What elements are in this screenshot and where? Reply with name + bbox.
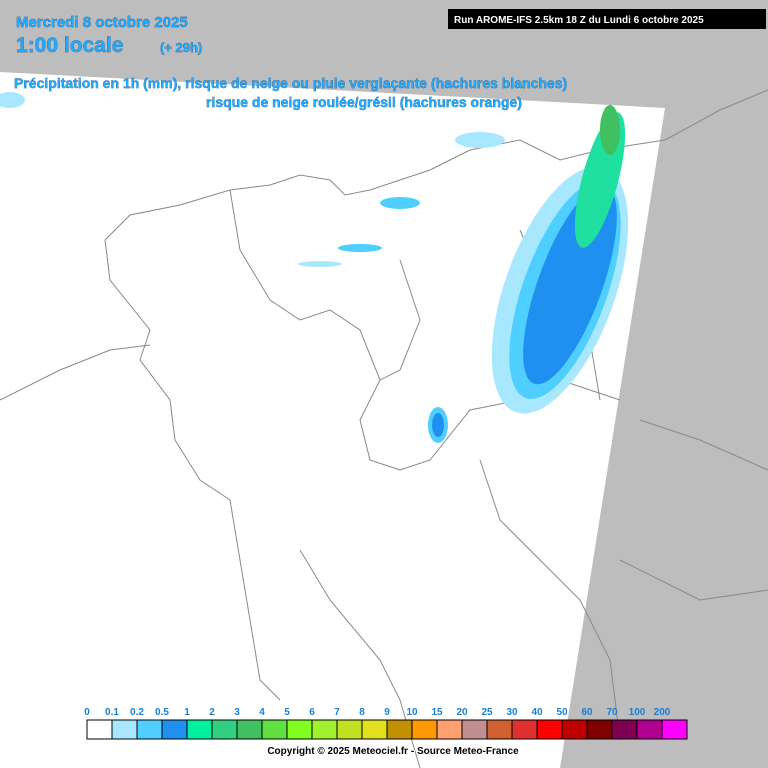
legend-swatch [561, 719, 588, 740]
offset: (+ 29h) [160, 40, 202, 55]
legend-swatch [136, 719, 163, 740]
legend-label: 5 [284, 707, 290, 718]
legend-swatch [236, 719, 263, 740]
legend-label: 0 [84, 707, 90, 718]
legend-label: 100 [629, 707, 646, 718]
legend-label: 70 [606, 707, 618, 718]
legend-swatch [611, 719, 638, 740]
legend-swatch [661, 719, 688, 740]
legend-swatch [286, 719, 313, 740]
run-info: Run AROME-IFS 2.5km 18 Z du Lundi 6 octo… [454, 15, 704, 26]
legend-label: 2 [209, 707, 215, 718]
legend-swatch [311, 719, 338, 740]
description-line: risque de neige roulée/grésil (hachures … [206, 94, 522, 110]
legend-label: 0.1 [105, 707, 119, 718]
legend-label: 40 [531, 707, 543, 718]
legend-label: 8 [359, 707, 365, 718]
legend-swatch [511, 719, 538, 740]
borders [0, 89, 768, 768]
legend-swatch [86, 719, 113, 740]
legend-label: 9 [384, 707, 390, 718]
legend-label: 60 [581, 707, 593, 718]
legend-label: 0.5 [155, 707, 169, 718]
legend-swatch [436, 719, 463, 740]
legend-label: 200 [654, 707, 671, 718]
legend-swatch [461, 719, 488, 740]
legend-label: 0.2 [130, 707, 144, 718]
legend: 0 0.1 0.2 0.5 1 2 3 4 5 6 7 8 9 10 15 20 25 30 40 50 60 70 100… [84, 707, 688, 740]
legend-label: 25 [481, 707, 493, 718]
legend-swatch [361, 719, 388, 740]
run-box [448, 9, 766, 29]
legend-label: 15 [431, 707, 443, 718]
precipitation [0, 92, 629, 443]
legend-label: 1 [184, 707, 190, 718]
legend-label: 10 [406, 707, 418, 718]
legend-swatch [636, 719, 663, 740]
legend-swatch [411, 719, 438, 740]
date: Mercredi 8 octobre 2025 [16, 14, 188, 31]
legend-label: 30 [506, 707, 518, 718]
legend-label: 6 [309, 707, 315, 718]
legend-label: 20 [456, 707, 468, 718]
legend-swatch [336, 719, 363, 740]
legend-label: 3 [234, 707, 240, 718]
legend-swatch [536, 719, 563, 740]
legend-label: 4 [259, 707, 265, 718]
legend-swatch [186, 719, 213, 740]
legend-swatch [586, 719, 613, 740]
description-line: Précipitation en 1h (mm), risque de neig… [14, 75, 567, 91]
legend-swatch [486, 719, 513, 740]
time: 1:00 locale [16, 34, 123, 57]
legend-swatch [211, 719, 238, 740]
legend-swatch [111, 719, 138, 740]
copyright: Copyright © 2025 Meteociel.fr - Source M… [267, 746, 519, 757]
legend-label: 7 [334, 707, 340, 718]
legend-label: 50 [556, 707, 568, 718]
model-domain [0, 72, 665, 768]
legend-swatch [386, 719, 413, 740]
legend-swatch [161, 719, 188, 740]
legend-swatch [261, 719, 288, 740]
